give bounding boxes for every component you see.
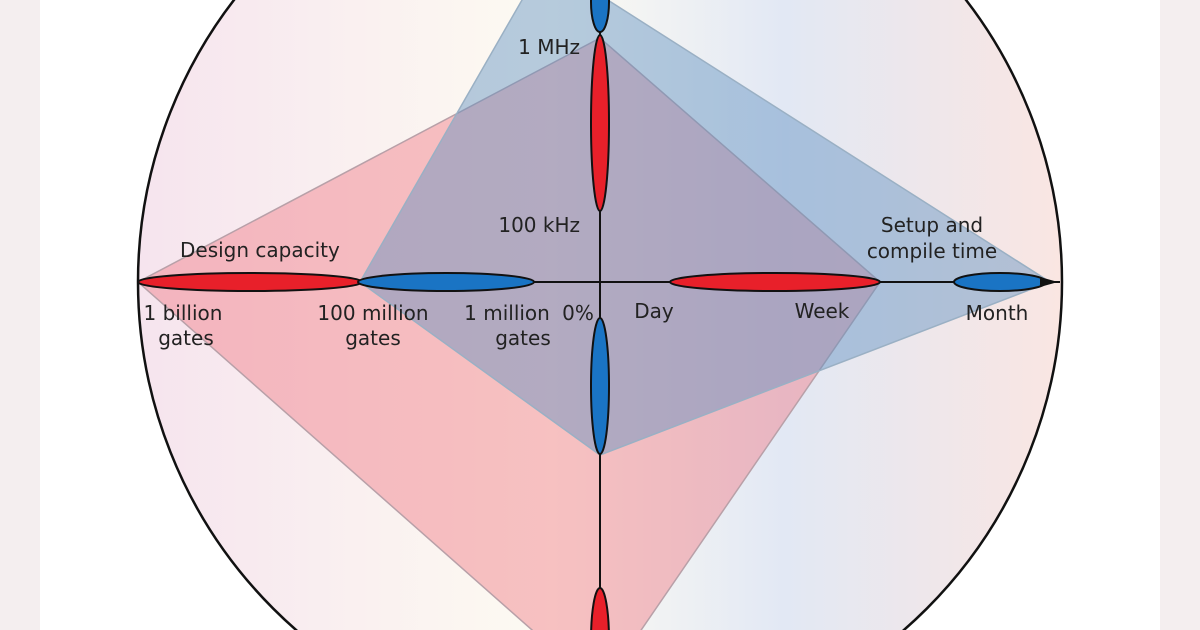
design-capacity-title: Design capacity <box>180 238 340 262</box>
tick-1-mhz: 1 MHz <box>518 35 580 59</box>
tick-day: Day <box>634 299 674 323</box>
tick-1-million-line1: 1 million <box>464 301 550 325</box>
setup-title-line1: Setup and <box>881 213 983 237</box>
tick-month: Month <box>966 301 1029 325</box>
blue-compile-time-marker <box>953 272 1047 292</box>
outer-circle <box>136 0 1064 630</box>
setup-title-line2: compile time <box>867 239 997 263</box>
right-side-band <box>1160 0 1200 630</box>
axis-arrow-icon <box>1040 277 1058 287</box>
blue-bottom-marker <box>590 317 610 455</box>
left-side-band <box>0 0 40 630</box>
blue-performance-marker <box>590 0 610 33</box>
tick-100-million-line2: gates <box>345 326 401 350</box>
tick-1-billion-line2: gates <box>158 326 214 350</box>
blue-capacity-marker <box>357 272 535 292</box>
red-compile-time-marker <box>669 272 881 292</box>
tick-1-million-line2: gates <box>495 326 551 350</box>
red-capacity-marker <box>137 272 363 292</box>
tick-100-million-line1: 100 million <box>317 301 428 325</box>
red-performance-marker <box>590 34 610 212</box>
origin-label: 0% <box>562 301 594 325</box>
tick-1-billion-line1: 1 billion <box>144 301 223 325</box>
tick-week: Week <box>795 299 850 323</box>
red-bottom-marker <box>590 587 610 630</box>
tick-100-khz: 100 kHz <box>498 213 580 237</box>
